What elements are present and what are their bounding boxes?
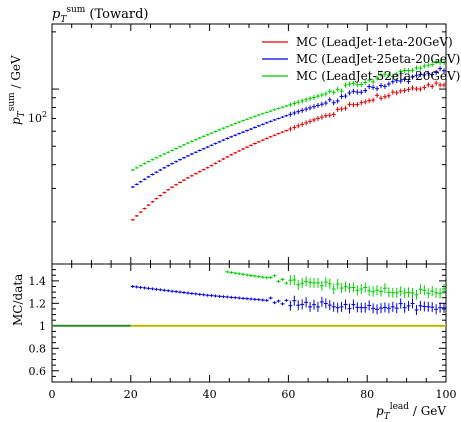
x-ticks: 0 20 40 60 80 100 xyxy=(49,24,457,401)
y-tick-label-100: 102 xyxy=(28,110,47,125)
ratio-y-tick-label: 1.4 xyxy=(29,275,47,288)
legend: MC (LeadJet-1eta-20GeV) MC (LeadJet-25et… xyxy=(262,35,460,83)
ratio-panel-frame xyxy=(51,263,447,383)
ratio-y-tick-label: 1 xyxy=(39,320,46,333)
x-tick-label: 40 xyxy=(203,388,217,401)
x-tick-label: 80 xyxy=(360,388,374,401)
x-tick-label: 100 xyxy=(436,388,457,401)
x-tick-label: 20 xyxy=(124,388,138,401)
ratio-y-ticks: 0.6 0.8 1 1.2 1.4 xyxy=(29,263,446,383)
ratio-y-tick-label: 0.6 xyxy=(29,365,47,378)
ratio-y-axis-label: MC/data xyxy=(11,274,25,326)
legend-label-1: MC (LeadJet-1eta-20GeV) xyxy=(296,35,453,49)
ratio-y-tick-label: 0.8 xyxy=(29,342,47,355)
legend-label-3: MC (LeadJet-52eta-20GeV) xyxy=(296,69,460,83)
ratio-series xyxy=(130,270,446,315)
ratio-reference xyxy=(52,324,447,327)
x-axis-label: pTlead / GeV xyxy=(376,402,446,422)
x-tick-label: 60 xyxy=(281,388,295,401)
legend-label-2: MC (LeadJet-25eta-20GeV) xyxy=(296,52,460,66)
chart-title: pTsum (Toward) xyxy=(52,5,148,25)
x-tick-label: 0 xyxy=(49,388,56,401)
main-series xyxy=(130,59,446,221)
ratio-y-tick-label: 1.2 xyxy=(29,297,47,310)
main-y-ticks xyxy=(52,31,446,223)
y-axis-label: pTsum / GeV xyxy=(7,55,27,125)
